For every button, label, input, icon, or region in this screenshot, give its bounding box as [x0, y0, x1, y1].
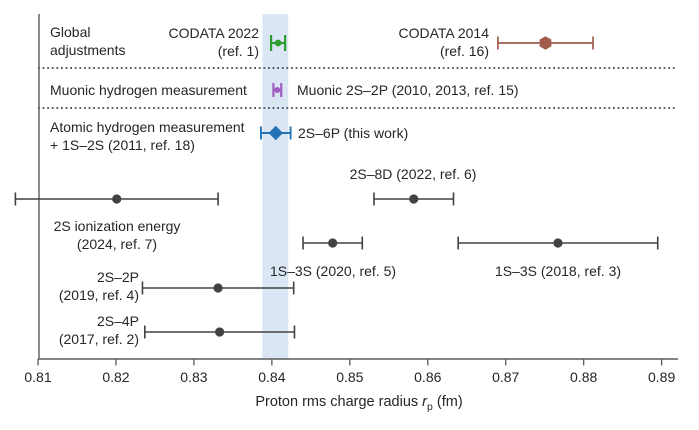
muonic-value-band [262, 14, 289, 359]
annotation-line: 1S–3S (2020, ref. 5) [269, 263, 397, 279]
annotation-line: Atomic hydrogen measurement [50, 119, 245, 135]
x-axis-title: Proton rms charge radius rp (fm) [255, 394, 462, 413]
annotation-line: Muonic hydrogen measurement [50, 82, 247, 98]
annotation-line: (2017, ref. 2) [58, 331, 139, 347]
annotation-line: + 1S–2S (2011, ref. 18) [50, 137, 195, 153]
data-point-muonic-2s-2p [274, 87, 281, 93]
x-axis-title-part: (fm) [432, 394, 463, 410]
annotation-line: 1S–3S (2018, ref. 3) [494, 263, 622, 279]
x-tick-label: 0.89 [648, 369, 676, 385]
annotation-muonic-section: Muonic hydrogen measurement [50, 81, 247, 99]
annotation-line: CODATA 2022 [168, 25, 259, 41]
annotation-global-adjustments: Global adjustments [50, 23, 125, 59]
annotation-line: (ref. 1) [217, 43, 259, 59]
data-point-2s-8d-2022 [409, 194, 419, 204]
annotation-line: 2S–6P (this work) [298, 125, 409, 141]
x-tick-label: 0.83 [180, 369, 208, 385]
annotation-line: Global [50, 24, 91, 40]
x-tick-label: 0.85 [336, 369, 364, 385]
data-point-2s-ionization-2024 [112, 194, 122, 204]
x-tick-label: 0.86 [414, 369, 442, 385]
x-axis-title-part: Proton rms charge radius [255, 394, 423, 410]
annotation-2s-2p-2019-label: 2S–2P (2019, ref. 4) [59, 268, 139, 304]
annotation-1s-3s-2018-label: 1S–3S (2018, ref. 3) [495, 262, 621, 280]
annotation-codata-2022-label: CODATA 2022 (ref. 1) [168, 24, 259, 60]
data-point-2s-4p-2017 [215, 327, 225, 337]
data-point-1s-3s-2018 [553, 238, 563, 248]
annotation-muonic-2s-2p-label: Muonic 2S–2P (2010, 2013, ref. 15) [297, 81, 519, 99]
annotation-line: adjustments [50, 42, 126, 58]
annotation-line: (ref. 16) [439, 43, 489, 59]
data-point-2s-2p-2019 [213, 283, 223, 293]
x-axis-title-part: p [427, 400, 433, 413]
data-point-2s-6p-this-work [268, 125, 283, 141]
annotation-line: (2024, ref. 7) [76, 236, 158, 252]
annotation-line: CODATA 2014 [398, 25, 489, 41]
annotation-line: Muonic 2S–2P (2010, 2013, ref. 15) [297, 82, 519, 98]
x-tick-label: 0.88 [570, 369, 598, 385]
annotation-2s-4p-2017-label: 2S–4P (2017, ref. 2) [59, 312, 139, 348]
annotation-line: 2S–2P [96, 269, 139, 285]
annotation-line: (2019, ref. 4) [58, 287, 139, 303]
annotation-line: 2S–8D (2022, ref. 6) [349, 166, 477, 182]
data-point-codata-2014 [539, 36, 552, 50]
annotation-line: 2S ionization energy [53, 218, 181, 234]
x-axis-title-part: r [422, 394, 428, 410]
annotation-2s-6p-label: 2S–6P (this work) [298, 124, 408, 142]
annotation-atomic-section: Atomic hydrogen measurement + 1S–2S (2011… [50, 118, 245, 154]
data-point-1s-3s-2020 [328, 238, 338, 248]
x-tick-label: 0.87 [492, 369, 520, 385]
x-tick-label: 0.81 [24, 369, 52, 385]
annotation-1s-3s-2020-label: 1S–3S (2020, ref. 5) [270, 262, 396, 280]
annotation-line: 2S–4P [96, 313, 139, 329]
x-tick-label: 0.82 [102, 369, 130, 385]
annotation-codata-2014-label: CODATA 2014 (ref. 16) [398, 24, 489, 60]
annotation-2s-8d-label: 2S–8D (2022, ref. 6) [350, 165, 477, 183]
annotation-2s-ionization-label: 2S ionization energy (2024, ref. 7) [54, 217, 181, 253]
data-point-codata-2022 [274, 39, 282, 47]
x-tick-label: 0.84 [258, 369, 286, 385]
